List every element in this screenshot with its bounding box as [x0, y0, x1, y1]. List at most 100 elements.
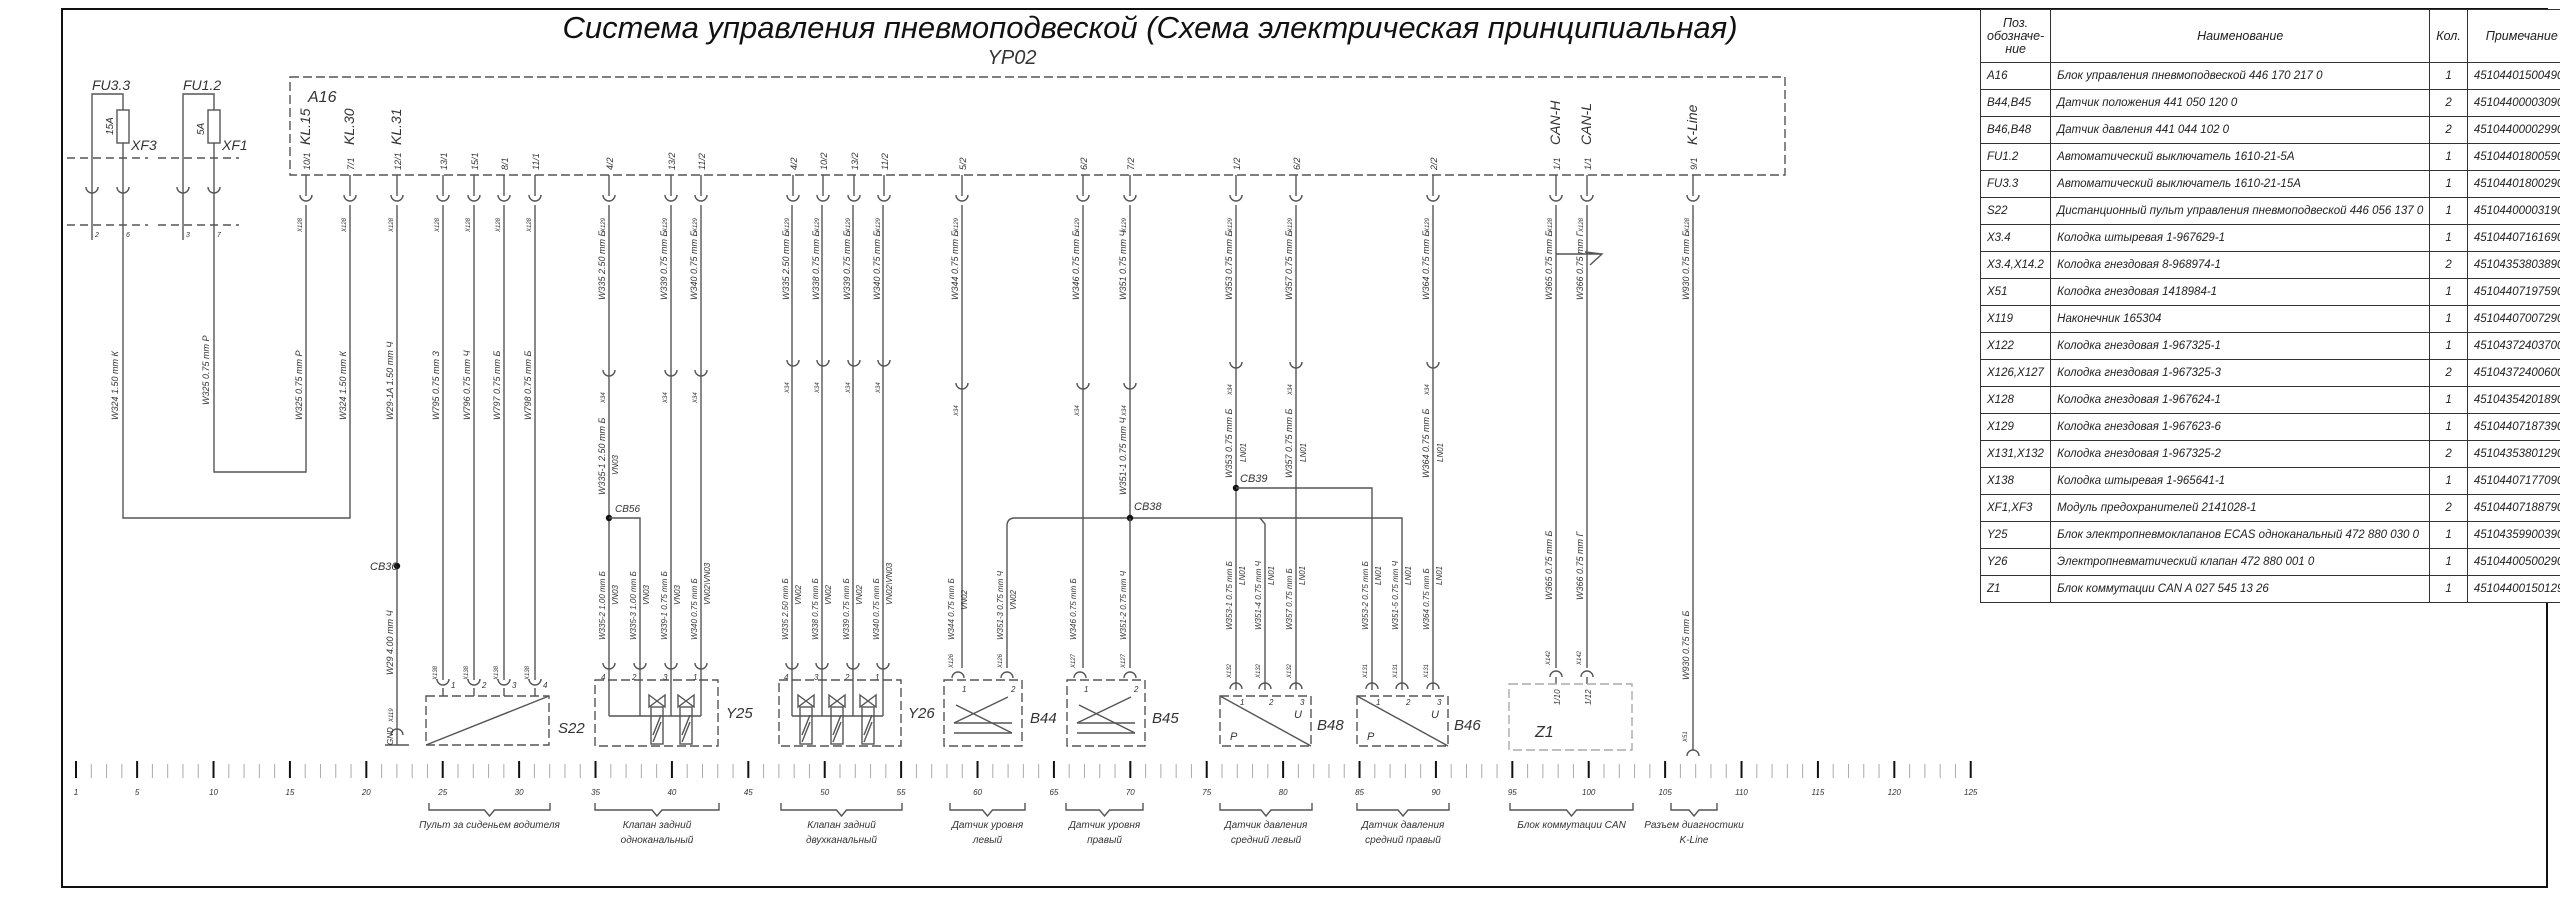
s22-diagonal: [425, 695, 550, 746]
group-bracket: [780, 803, 903, 818]
connector-socket-icon: [1580, 194, 1594, 202]
group-label: K-Line: [1680, 835, 1709, 846]
connector-label: X129: [876, 217, 882, 233]
wire-label: W365 0.75 mm Б: [1544, 230, 1554, 300]
cell-qty: 1: [2429, 170, 2468, 198]
a16-pin-label: 10/2: [819, 152, 829, 170]
harness-label: LN01: [1404, 566, 1413, 585]
wire-label: W335 2.50 mm Б: [597, 230, 607, 300]
cell-name: Датчик положения 441 050 120 0: [2050, 89, 2431, 117]
connector-socket-icon: [1229, 682, 1243, 690]
wire-label: W351-2 0.75 mm Ч: [1119, 570, 1128, 640]
wire-label: W325 0.75 mm Р: [294, 350, 304, 420]
group-bracket: [1670, 803, 1718, 818]
cell-note: 45104407177090: [2466, 467, 2560, 495]
solenoid-icon: [650, 706, 664, 745]
group-label: одноканальный: [621, 835, 694, 846]
connector-socket-icon: [1076, 194, 1090, 202]
connector-label: X34: [663, 392, 669, 404]
group-label: левый: [972, 835, 1003, 846]
wire-label: W29 4.00 mm Ч: [385, 609, 395, 675]
pin-number: 1: [1084, 685, 1088, 694]
wire-label: W357 0.75 mm Б: [1284, 408, 1294, 478]
a16-signal-label: KL.30: [341, 108, 357, 145]
a16-pin-label: 15/1: [470, 152, 480, 170]
solenoid-hatch: [652, 721, 662, 743]
connector-socket-icon: [877, 194, 891, 202]
connector-label: X127: [1071, 653, 1077, 669]
harness-label: LN01: [1298, 566, 1307, 585]
wire-label: W324 1.50 mm К: [110, 350, 120, 420]
wire-label: W346 0.75 mm Б: [1071, 230, 1081, 300]
cell-name: Модуль предохранителей 2141028-1: [2050, 494, 2431, 522]
wire-label: W335-3 1.00 mm Б: [629, 571, 638, 640]
wire-label: W340 0.75 mm Б: [689, 230, 699, 300]
connector-label: X34: [1122, 405, 1128, 417]
table-row: Y26 Электропневматический клапан 472 880 …: [1979, 548, 2560, 576]
group-bracket: [1356, 803, 1450, 818]
wire-label: W340 0.75 mm Б: [872, 230, 882, 300]
wire-label: W344 0.75 mm Б: [947, 578, 956, 640]
cell-note: 45104400003190: [2466, 197, 2560, 225]
ruler-label: 105: [1658, 788, 1672, 797]
connector-socket-icon: [602, 662, 616, 670]
harness-label: LN01: [1374, 566, 1383, 585]
connector-socket-icon: [299, 194, 313, 202]
harness-label: LN01: [1267, 566, 1276, 585]
wire-label: W351 0.75 mm Ч: [1118, 229, 1128, 300]
solenoid-hatch: [801, 721, 811, 743]
cell-qty: 1: [2429, 197, 2468, 225]
connector-label: X129: [1425, 217, 1431, 233]
connector-socket-icon: [876, 662, 890, 670]
cell-qty: 1: [2429, 467, 2468, 495]
solenoid-icon: [679, 706, 693, 745]
harness-label: VN03: [642, 584, 651, 605]
valve-icon: [648, 693, 666, 709]
wire-label: W930 0.75 mm Б: [1681, 610, 1691, 680]
connector-label: X128: [342, 217, 348, 233]
wire-label: W930 0.75 mm Б: [1681, 230, 1691, 300]
b45-box: [1066, 679, 1146, 747]
connector-label: X132: [1287, 663, 1293, 679]
harness-label: VN02\VN03: [703, 562, 712, 605]
a16-pin-label: 7/2: [1126, 157, 1136, 170]
connector-socket-icon: [1686, 749, 1700, 757]
connector-socket-icon: [785, 662, 799, 670]
cell-name: Колодка штыревая 1-965641-1: [2050, 467, 2431, 495]
table-row: B44,B45 Датчик положения 441 050 120 0 2 45…: [1979, 89, 2560, 117]
table-row: X126,X127 Колодка гнездовая 1-967325-3 2 45…: [1979, 359, 2560, 387]
cell-qty: 2: [2429, 440, 2468, 468]
connector-socket-icon: [1365, 682, 1379, 690]
a16-unit-label: A16: [307, 89, 337, 106]
a16-pin-label: 11/1: [531, 153, 541, 170]
cell-name: Колодка гнездовая 8-968974-1: [2050, 251, 2431, 279]
connector-socket-icon: [847, 359, 861, 367]
fuse-module-label: XF1: [221, 137, 248, 153]
ruler-label: 100: [1582, 788, 1596, 797]
header-qty: Кол.: [2429, 9, 2468, 63]
group-label: Клапан задний: [623, 820, 692, 831]
sensor-u-label: U: [1294, 709, 1302, 721]
harness-label: VN03: [611, 584, 620, 605]
connector-socket-icon: [436, 678, 450, 686]
table-row: XF1,XF3 Модуль предохранителей 2141028-1 2…: [1979, 494, 2560, 522]
harness-label: LN01: [1436, 443, 1445, 462]
wire-label: W335-1 2.50 mm Б: [597, 417, 607, 495]
a16-pin-label: 4/2: [789, 157, 799, 170]
connector-socket-icon: [1073, 671, 1087, 679]
group-label: Датчик давления: [1361, 820, 1445, 831]
wire-label: W339 0.75 mm Б: [842, 578, 851, 640]
wire-label: W796 0.75 mm Ч: [462, 349, 472, 420]
connector-socket-icon: [1426, 682, 1440, 690]
harness-label: VN02: [960, 589, 969, 610]
cell-name: Колодка гнездовая 1418984-1: [2050, 278, 2431, 306]
connector-label: X34: [693, 392, 699, 404]
cell-note: 45104400500290: [2466, 548, 2560, 576]
valve-icon: [677, 693, 695, 709]
wire-label: W366 0.75 mm Г: [1575, 230, 1585, 300]
cell-note: 45104372400600: [2466, 359, 2560, 387]
a16-signal-label: CAN-H: [1547, 100, 1563, 145]
cell-name: Блок электропневмоклапанов ECAS однокана…: [2050, 521, 2431, 549]
harness-label: LN01: [1239, 443, 1248, 462]
fuse-pin: 6: [126, 232, 130, 239]
